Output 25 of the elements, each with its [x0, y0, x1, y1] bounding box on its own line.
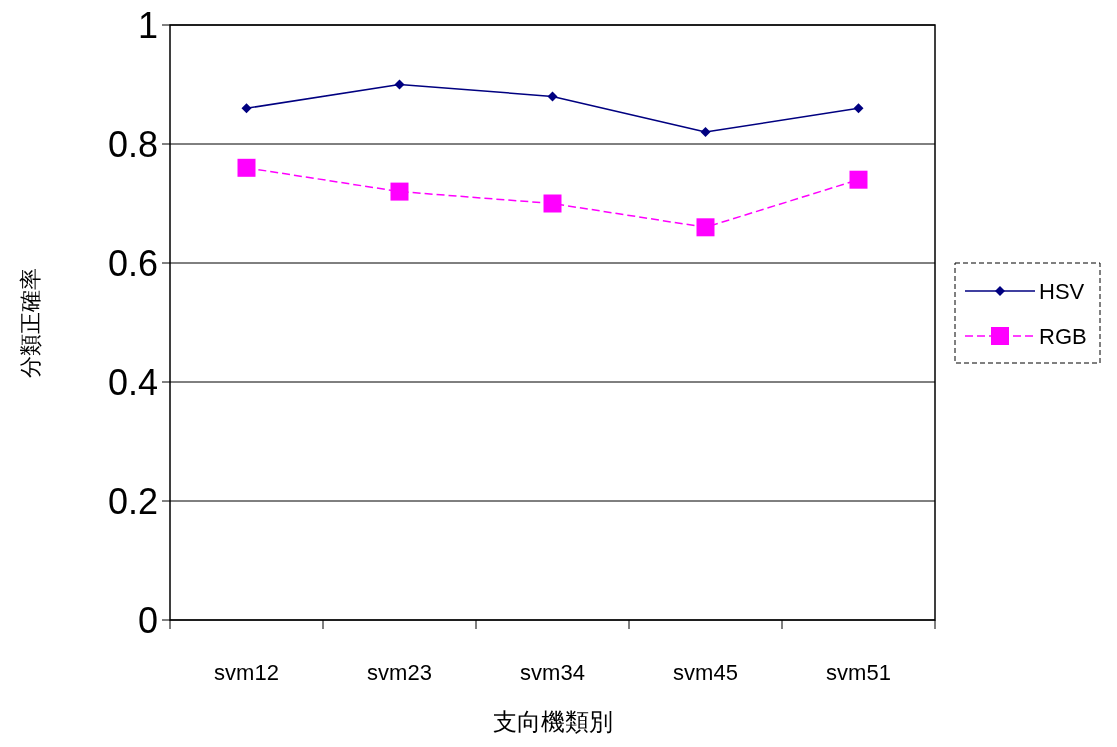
point: [696, 218, 715, 237]
x-axis-title: 支向機類別: [492, 708, 613, 735]
y-tick-label: 0.6: [107, 242, 158, 284]
point: [547, 91, 558, 102]
point: [849, 170, 868, 189]
point: [241, 103, 252, 114]
x-tick-label: svm45: [673, 660, 738, 685]
point: [390, 182, 409, 201]
point: [543, 194, 562, 213]
legend-label: RGB: [1039, 323, 1087, 349]
point: [853, 103, 864, 114]
point: [700, 127, 711, 138]
legend-label: HSV: [1039, 278, 1085, 304]
point: [394, 79, 405, 90]
y-tick-label: 0.4: [107, 361, 158, 403]
y-tick-label: 1: [137, 4, 158, 46]
y-tick-label: 0.8: [107, 123, 158, 165]
x-tick-label: svm23: [367, 660, 432, 685]
x-tick-label: svm34: [520, 660, 585, 685]
point: [237, 158, 256, 177]
y-tick-label: 0.2: [107, 480, 158, 522]
x-tick-label: svm51: [826, 660, 891, 685]
x-tick-label: svm12: [214, 660, 279, 685]
y-tick-label: 0: [137, 599, 158, 641]
y-axis-title: 分類正確率: [18, 267, 43, 378]
